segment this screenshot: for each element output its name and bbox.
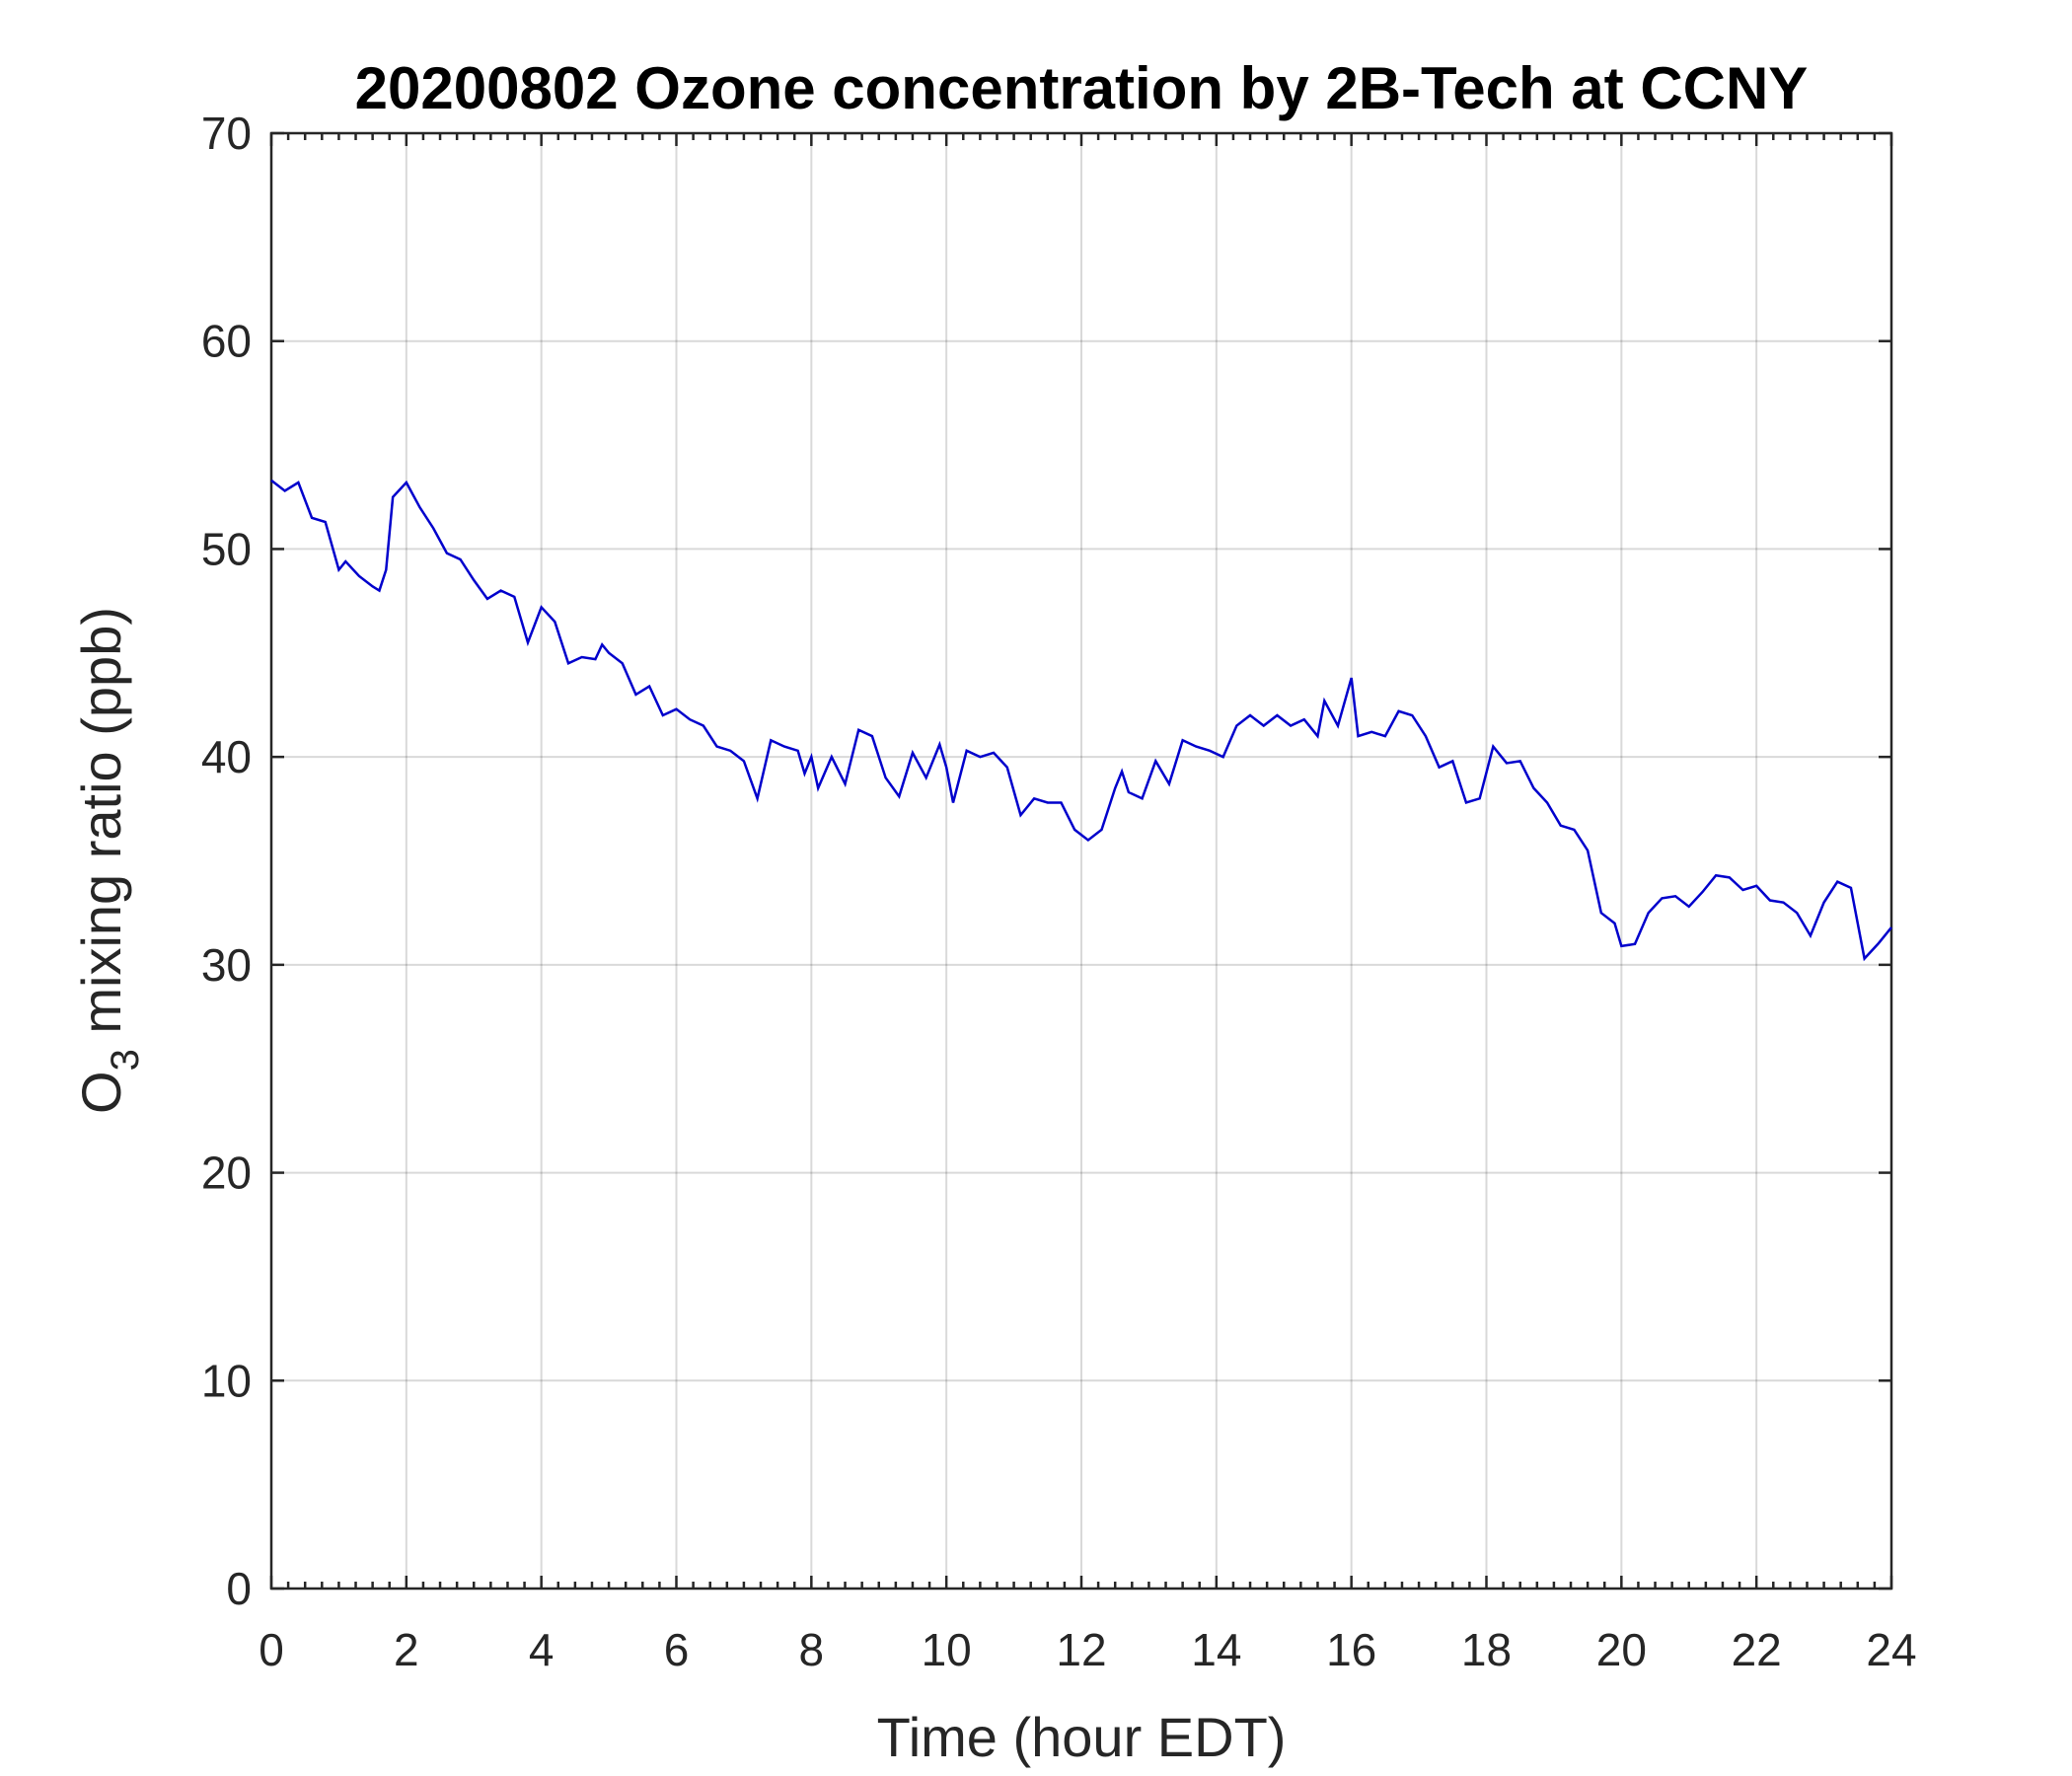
y-tick-label: 0 bbox=[226, 1563, 252, 1614]
x-tick-label: 2 bbox=[394, 1624, 419, 1675]
x-tick-label: 14 bbox=[1191, 1624, 1241, 1675]
y-label-part: mixing ratio (ppb) bbox=[70, 607, 132, 1049]
y-label-part: O bbox=[70, 1071, 132, 1114]
y-tick-label: 70 bbox=[201, 108, 252, 159]
y-tick-label: 40 bbox=[201, 731, 252, 782]
y-tick-label: 10 bbox=[201, 1355, 252, 1406]
x-tick-label: 8 bbox=[799, 1624, 825, 1675]
x-tick-label: 16 bbox=[1326, 1624, 1376, 1675]
x-tick-label: 22 bbox=[1732, 1624, 1782, 1675]
x-tick-label: 20 bbox=[1596, 1624, 1647, 1675]
x-tick-label: 10 bbox=[922, 1624, 972, 1675]
y-tick-label: 20 bbox=[201, 1147, 252, 1199]
y-label-sub: 3 bbox=[104, 1049, 147, 1071]
x-tick-label: 18 bbox=[1461, 1624, 1512, 1675]
x-tick-label: 12 bbox=[1056, 1624, 1106, 1675]
y-tick-label: 30 bbox=[201, 939, 252, 991]
y-axis-label: O3 mixing ratio (ppb) bbox=[70, 607, 147, 1114]
x-tick-label: 6 bbox=[664, 1624, 690, 1675]
x-axis-label: Time (hour EDT) bbox=[877, 1706, 1287, 1768]
chart-title: 20200802 Ozone concentration by 2B-Tech … bbox=[355, 55, 1809, 121]
y-tick-label: 60 bbox=[201, 316, 252, 367]
x-tick-label: 4 bbox=[529, 1624, 555, 1675]
plot-frame bbox=[269, 131, 1893, 1591]
x-tick-label: 0 bbox=[259, 1624, 284, 1675]
y-tick-label: 50 bbox=[201, 523, 252, 574]
x-tick-label: 24 bbox=[1866, 1624, 1916, 1675]
data-line bbox=[270, 479, 1892, 962]
